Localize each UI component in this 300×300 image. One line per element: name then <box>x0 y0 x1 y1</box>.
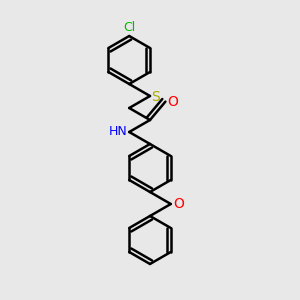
Text: Cl: Cl <box>123 21 135 34</box>
Text: O: O <box>173 197 184 211</box>
Text: S: S <box>152 90 160 104</box>
Text: HN: HN <box>109 124 128 138</box>
Text: O: O <box>167 94 178 109</box>
